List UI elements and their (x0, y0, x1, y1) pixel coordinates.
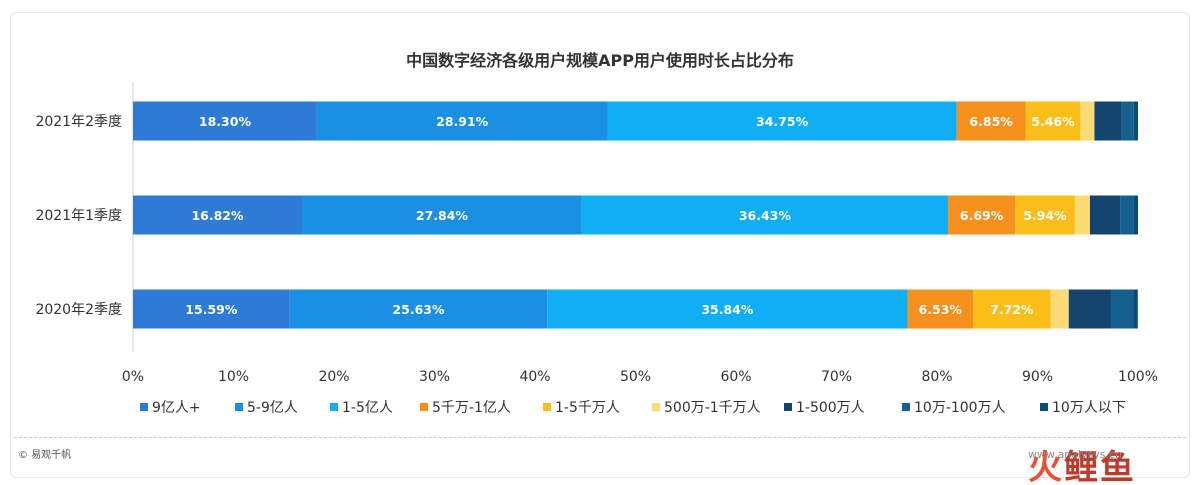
bar-segment (547, 289, 908, 329)
bar-segment (956, 101, 1026, 141)
logo-wordmark: 火鲤鱼 (1028, 440, 1136, 485)
bar-segment (302, 195, 582, 235)
data-label: 27.84% (416, 208, 469, 223)
bar-segment (1110, 289, 1134, 329)
bar-segment (581, 195, 948, 235)
bar-segment (1074, 195, 1090, 235)
logo-char-b: 鲤鱼 (1064, 448, 1136, 485)
data-label: 35.84% (701, 302, 754, 317)
data-label: 28.91% (436, 114, 489, 129)
x-tick-label: 40% (519, 369, 550, 385)
data-label: 6.69% (960, 208, 1004, 223)
bar-segment (133, 101, 317, 141)
data-label: 6.53% (919, 302, 963, 317)
footer-divider (14, 437, 1186, 438)
data-label: 15.59% (185, 302, 238, 317)
bar-segment (947, 195, 1016, 235)
bar-segment (289, 289, 548, 329)
bar-segment (1068, 289, 1111, 329)
legend-label: 1-500万人 (796, 400, 865, 416)
legend-label: 10万人以下 (1052, 400, 1126, 416)
bar-segment (1120, 195, 1134, 235)
x-tick-label: 100% (1118, 369, 1158, 385)
category-label: 2020年2季度 (35, 302, 122, 318)
x-tick-label: 90% (1022, 369, 1053, 385)
legend-label: 500万-1千万人 (664, 400, 761, 416)
bar-segment (1015, 195, 1075, 235)
bar-segment (133, 289, 290, 329)
bar-segment (133, 195, 303, 235)
bar-segment (907, 289, 974, 329)
x-tick-label: 80% (921, 369, 952, 385)
bar-segment (973, 289, 1051, 329)
x-tick-label: 0% (122, 369, 144, 385)
x-tick-label: 10% (218, 369, 249, 385)
site-url: www.analysys.cn (1028, 448, 1122, 461)
bar-segment (1094, 101, 1122, 141)
legend-swatch (784, 403, 792, 411)
x-tick-label: 50% (620, 369, 651, 385)
chart-frame (10, 12, 1190, 478)
category-label: 2021年1季度 (35, 208, 122, 224)
data-label: 36.43% (739, 208, 792, 223)
legend-label: 1-5千万人 (555, 400, 620, 416)
data-label: 6.85% (969, 114, 1013, 129)
x-tick-label: 30% (419, 369, 450, 385)
x-tick-label: 60% (720, 369, 751, 385)
data-label: 25.63% (392, 302, 445, 317)
legend-swatch (543, 403, 551, 411)
bar-segment (1121, 101, 1134, 141)
data-label: 5.46% (1031, 114, 1075, 129)
bar-segment (1133, 289, 1138, 329)
legend-swatch (1040, 403, 1048, 411)
copyright-text: © 易观千帆 (18, 450, 72, 461)
bar-segment (1080, 101, 1095, 141)
chart-title: 中国数字经济各级用户规模APP用户使用时长占比分布 (406, 51, 794, 70)
watermark-logo: 火鲤鱼 www.analysys.cn (1028, 440, 1178, 485)
legend-swatch (420, 403, 428, 411)
legend-swatch (330, 403, 338, 411)
bar-segment (1133, 195, 1138, 235)
legend-swatch (140, 403, 148, 411)
bar-segment (1050, 289, 1069, 329)
bar-segment (316, 101, 608, 141)
legend-label: 10万-100万人 (914, 400, 1006, 416)
legend-label: 1-5亿人 (342, 400, 393, 416)
legend-label: 9亿人+ (152, 400, 201, 416)
x-tick-label: 70% (821, 369, 852, 385)
data-label: 18.30% (199, 114, 252, 129)
data-label: 16.82% (191, 208, 244, 223)
data-label: 34.75% (756, 114, 809, 129)
bar-segment (607, 101, 957, 141)
legend-swatch (652, 403, 660, 411)
data-label: 7.72% (990, 302, 1034, 317)
logo-char-a: 火 (1028, 448, 1064, 485)
legend-swatch (902, 403, 910, 411)
legend-label: 5千万-1亿人 (432, 400, 511, 416)
legend-swatch (235, 403, 243, 411)
data-label: 5.94% (1023, 208, 1067, 223)
legend-label: 5-9亿人 (247, 400, 298, 416)
bar-segment (1133, 101, 1138, 141)
category-label: 2021年2季度 (35, 114, 122, 130)
bar-segment (1089, 195, 1121, 235)
x-tick-label: 20% (318, 369, 349, 385)
bar-segment (1025, 101, 1081, 141)
